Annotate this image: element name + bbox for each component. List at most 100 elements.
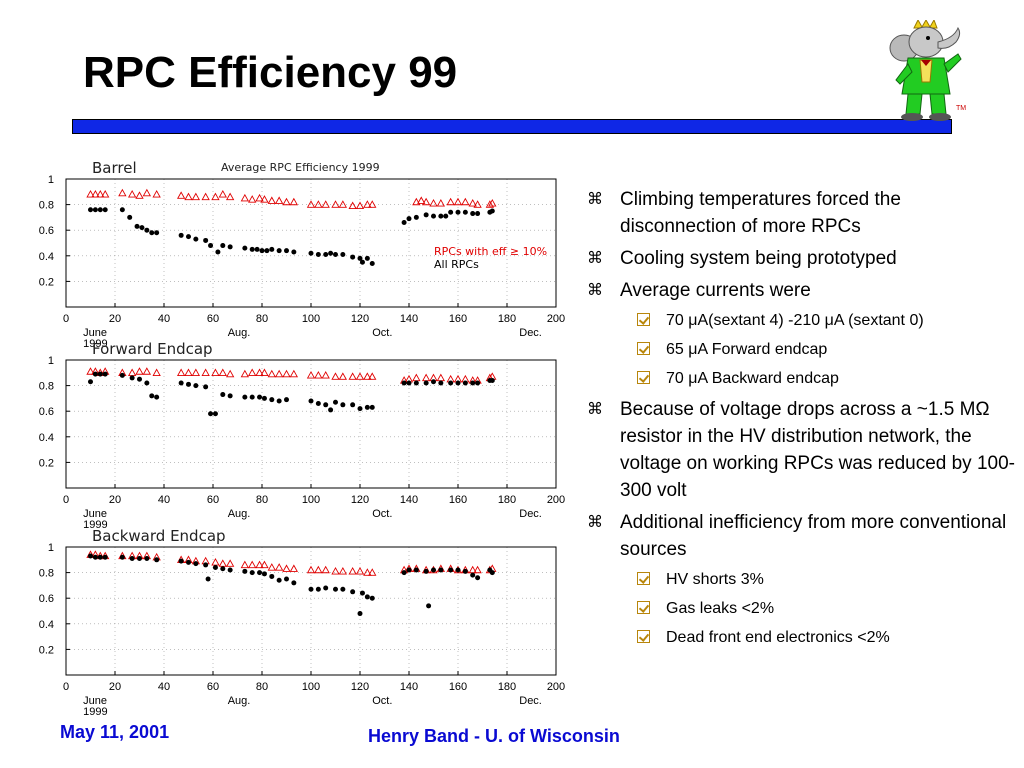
data-point — [333, 399, 338, 405]
data-point — [328, 407, 334, 413]
data-point — [426, 603, 432, 609]
data-point — [142, 188, 152, 197]
data-point — [355, 372, 365, 380]
data-point — [212, 411, 218, 417]
data-point — [321, 565, 330, 574]
x-tick-label: 200 — [547, 681, 565, 693]
data-point — [274, 369, 284, 378]
data-point — [119, 372, 125, 378]
command-key-icon: ⌘ — [587, 191, 603, 208]
data-point — [261, 395, 267, 401]
efficiency-charts: 0.20.40.60.810 20 40 60 80 100 120 140 160 180 200… — [39, 159, 565, 715]
data-point — [88, 207, 93, 213]
data-point — [186, 234, 191, 240]
data-point — [368, 568, 377, 576]
data-point — [436, 198, 446, 207]
data-point — [193, 236, 199, 242]
data-point — [96, 190, 105, 198]
y-tick-label: 0.2 — [39, 457, 54, 469]
month-label: Dec. — [519, 695, 542, 707]
data-point — [154, 394, 160, 400]
chart-panel: 0.2 0.4 0.6 0.8 1 0 20 40 60 80 100 120 140 160 180 200… — [39, 159, 565, 350]
month-label: June — [83, 327, 107, 339]
data-point — [331, 566, 340, 575]
data-point — [406, 380, 412, 386]
data-point — [364, 594, 370, 600]
data-point — [129, 375, 135, 381]
data-point — [348, 201, 357, 210]
data-point — [248, 368, 257, 376]
month-label: Oct. — [372, 695, 392, 707]
data-point — [412, 197, 421, 206]
x-tick-label: 60 — [207, 313, 219, 325]
data-point — [368, 372, 377, 380]
data-point — [178, 558, 184, 564]
data-point — [127, 214, 133, 220]
data-point — [137, 556, 142, 562]
data-point — [429, 198, 438, 207]
x-tick-label: 80 — [256, 313, 268, 325]
data-point — [338, 372, 348, 380]
data-point — [205, 576, 211, 582]
x-tick-label: 80 — [256, 681, 268, 693]
data-point — [284, 576, 289, 582]
data-point — [489, 377, 495, 383]
trademark-mark: TM — [956, 105, 967, 112]
data-point — [137, 376, 142, 382]
data-point — [218, 368, 227, 376]
data-point — [118, 188, 127, 197]
data-point — [321, 371, 330, 379]
x-tick-label: 20 — [109, 681, 121, 693]
data-point — [340, 402, 346, 408]
data-point — [242, 394, 248, 400]
panel-title: Barrel — [92, 159, 137, 177]
bullet-item: ⌘ Cooling system being prototyped — [585, 245, 1017, 272]
data-point — [306, 565, 316, 574]
data-point — [421, 373, 431, 382]
data-point — [201, 192, 210, 201]
data-point — [412, 373, 421, 382]
sub-bullet-text: 70 μA(sextant 4) -210 μA (sextant 0) — [666, 312, 924, 329]
y-tick-label: 1 — [48, 174, 54, 186]
y-tick-label: 0.4 — [39, 619, 54, 631]
data-point — [240, 560, 250, 569]
data-point — [97, 371, 103, 377]
data-point — [357, 255, 363, 261]
data-point — [473, 565, 482, 574]
y-tick-label: 0.6 — [39, 225, 54, 237]
data-point — [193, 383, 199, 389]
command-key-icon: ⌘ — [587, 250, 603, 267]
data-point — [333, 586, 338, 592]
data-point — [359, 590, 365, 596]
data-point — [438, 213, 444, 219]
data-point — [357, 611, 363, 617]
data-point — [282, 564, 291, 572]
sub-bullet-item: HV shorts 3% — [585, 568, 1017, 591]
data-point — [308, 398, 314, 404]
x-tick-label: 40 — [158, 681, 170, 693]
data-point — [315, 252, 321, 258]
data-point — [364, 404, 370, 410]
data-point — [369, 404, 375, 410]
data-point — [154, 230, 160, 236]
data-point — [291, 580, 297, 586]
bullet-item: ⌘ Because of voltage drops across a ~1.5 … — [585, 396, 1017, 504]
data-point — [218, 190, 227, 198]
x-tick-label: 180 — [498, 494, 516, 506]
data-point — [338, 566, 348, 575]
data-point — [323, 585, 329, 591]
data-point — [208, 411, 214, 417]
x-tick-label: 180 — [498, 313, 516, 325]
x-tick-label: 160 — [449, 681, 467, 693]
data-point — [348, 566, 357, 575]
panel-title: Backward Endcap — [92, 527, 226, 545]
sub-bullet-item: Dead front end electronics <2% — [585, 626, 1017, 649]
data-point — [438, 567, 444, 573]
data-point — [227, 393, 233, 399]
data-point — [248, 560, 257, 569]
data-point — [475, 575, 481, 581]
data-point — [152, 190, 161, 198]
data-point — [443, 213, 449, 219]
data-point — [350, 254, 356, 260]
data-point — [406, 567, 412, 573]
